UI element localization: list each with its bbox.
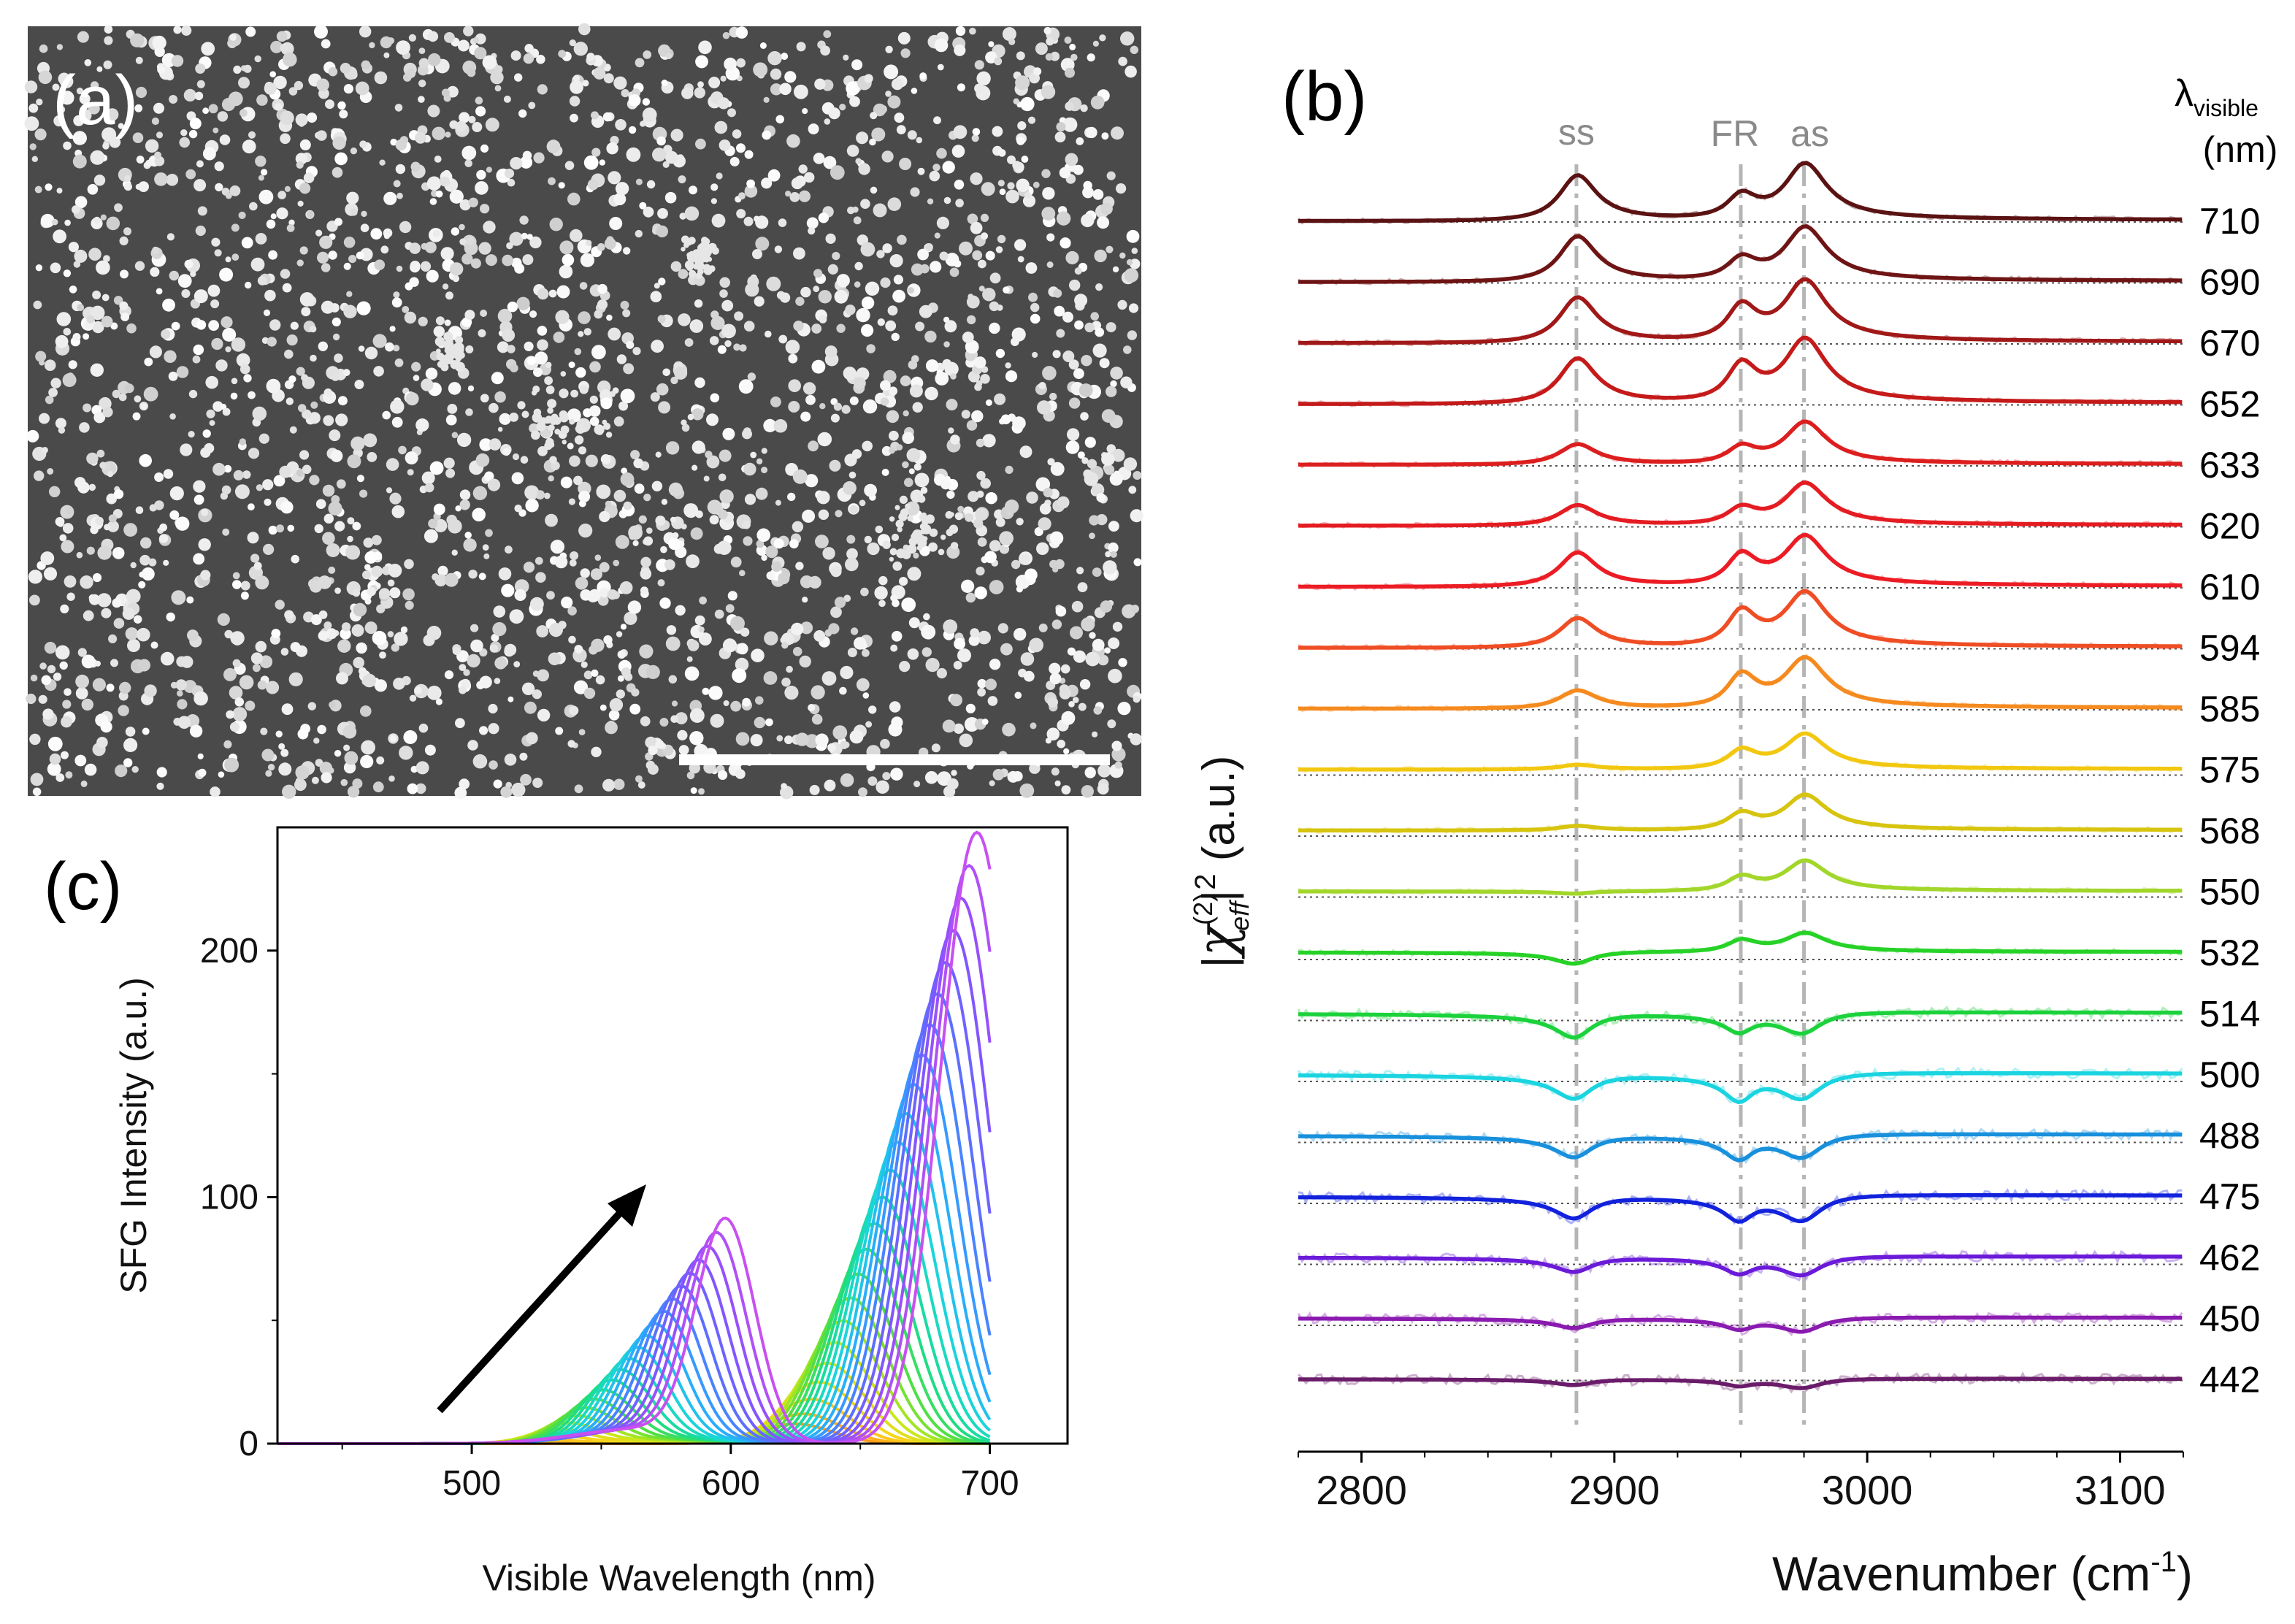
panel-a-label: (a) [53,61,138,139]
panel-b: (b) λvisible (nm) ss FR as 710 690 670 652 6… [1187,58,2277,1601]
x-tick-label: 500 [442,1464,501,1503]
spectrum-fit-line [1298,1193,2183,1224]
spectrum-fit-line [1298,1315,2183,1334]
trend-arrow-head [608,1184,646,1227]
y-tick-label: 200 [200,932,258,970]
y-tick-label: 100 [200,1178,258,1217]
y-tick-label: 0 [239,1425,258,1463]
series-wavelength-label: 532 [2199,932,2260,973]
peak-label-fr: FR [1711,113,1760,154]
spectrum-fit-line [1298,419,2183,467]
panel-b-label: (b) [1281,58,1367,136]
panel-c-label: (c) [44,849,122,924]
x-tick-label: 700 [961,1464,1019,1503]
spectrum-fit-line [1298,224,2183,284]
spectrum-fit-line [1298,480,2183,528]
spectrum-fit-line [1298,792,2183,833]
spectrum-fit-line [1298,1132,2183,1163]
x-tick-label: 3000 [1822,1467,1913,1513]
panel-c-axes: 500 600 700 0 100 200 [200,932,1019,1503]
spectrum-fit-line [1298,589,2183,650]
panel-b-ylabel: |χ(2) eff|2 (a.u.) [1187,756,1254,968]
x-tick-label: 2800 [1316,1467,1407,1513]
spectrum-raw-data [1297,1066,2183,1104]
scale-bar [679,754,1110,765]
series-wavelength-label: 710 [2199,201,2260,242]
series-wavelength-label: 550 [2199,872,2260,913]
spectrum-fit-line [1298,930,2183,966]
spectrum-fit-line [1298,731,2183,772]
panel-c: (c) 500 600 700 0 100 200 Visible Wavelength … [44,826,1069,1598]
series-wavelength-label: 568 [2199,811,2260,851]
panel-c-arrow [437,1184,646,1414]
series-wavelength-label: 690 [2199,262,2260,303]
panel-b-axes: 2800 2900 3000 3100 [1298,1450,2184,1513]
spectrum-fit-line [1298,277,2183,345]
series-wavelength-label: 652 [2199,384,2260,425]
peak-label-ss: ss [1558,112,1595,153]
spectrum-fit-line [1298,533,2183,589]
series-wavelength-label: 575 [2199,750,2260,791]
unit-header: (nm) [2203,129,2278,170]
x-tick-label: 3100 [2074,1467,2166,1513]
spectrum-fit-line [1298,1376,2183,1390]
series-wavelength-label: 514 [2199,994,2260,1035]
spectrum-fit-line [1298,858,2183,896]
spectrum-fit-line [1298,655,2183,711]
x-tick-label: 600 [702,1464,760,1503]
x-tick-label: 2900 [1569,1467,1660,1513]
series-wavelength-label: 475 [2199,1176,2260,1217]
series-wavelength-label: 442 [2199,1360,2260,1401]
peak-label-as: as [1790,113,1829,154]
series-wavelength-label: 633 [2199,445,2260,486]
spectrum-fit-line [1298,161,2183,223]
series-wavelength-label: 500 [2199,1054,2260,1095]
sem-nanoparticles [24,23,1143,800]
panel-b-xlabel: Wavenumber (cm-1) [1772,1546,2193,1601]
series-wavelength-label: 620 [2199,506,2260,547]
series-wavelength-label: 610 [2199,567,2260,608]
trend-arrow-shaft [437,1209,624,1414]
series-wavelength-label: 594 [2199,628,2260,669]
series-wavelength-label: 462 [2199,1238,2260,1279]
series-wavelength-label: 585 [2199,689,2260,729]
sfg-curve [277,1022,992,1445]
panel-b-spectra: 710 690 670 652 633 620 610 594 585 575 568 550 532 5… [1297,161,2260,1401]
peak-guides [1574,164,1807,1428]
panel-a: (a) [24,23,1143,800]
panel-c-curves [277,830,992,1445]
lambda-header: λvisible [2175,72,2258,121]
panel-c-xlabel: Visible Wavelength (nm) [482,1558,876,1598]
panel-c-ylabel: SFG Intensity (a.u.) [113,977,154,1293]
spectrum-fit-line [1298,335,2183,406]
series-wavelength-label: 670 [2199,323,2260,364]
series-wavelength-label: 488 [2199,1116,2260,1157]
panel-c-frame [276,826,1069,1445]
spectrum-fit-line [1298,1070,2183,1104]
series-wavelength-label: 450 [2199,1298,2260,1339]
spectrum-fit-line [1298,1010,2183,1040]
spectrum-fit-line [1298,1254,2183,1278]
